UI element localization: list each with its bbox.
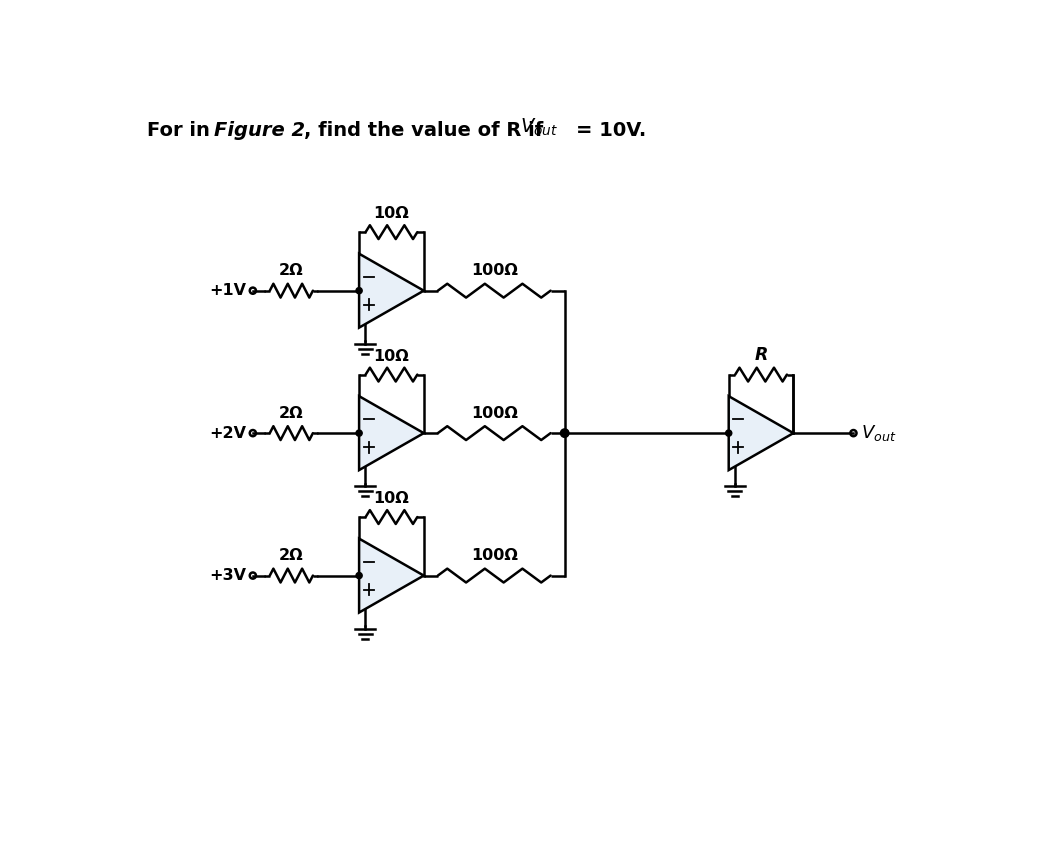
Text: 10Ω: 10Ω <box>374 491 409 507</box>
Text: 100Ω: 100Ω <box>471 406 517 421</box>
Text: Figure 2: Figure 2 <box>215 121 306 140</box>
Circle shape <box>356 430 362 436</box>
Text: 10Ω: 10Ω <box>374 349 409 364</box>
Polygon shape <box>359 396 424 470</box>
Text: $\mathit{V}_{out}$: $\mathit{V}_{out}$ <box>861 423 896 443</box>
Polygon shape <box>359 254 424 328</box>
Text: 100Ω: 100Ω <box>471 548 517 564</box>
Text: For in: For in <box>148 121 217 140</box>
Circle shape <box>356 287 362 293</box>
Text: 2Ω: 2Ω <box>279 406 304 421</box>
Text: +3V: +3V <box>209 568 247 583</box>
Polygon shape <box>729 396 794 470</box>
Text: +2V: +2V <box>209 425 247 441</box>
Circle shape <box>356 572 362 579</box>
Text: 2Ω: 2Ω <box>279 548 304 564</box>
Text: , find the value of R if: , find the value of R if <box>305 121 551 140</box>
Text: = 10V.: = 10V. <box>576 121 646 140</box>
Text: 100Ω: 100Ω <box>471 263 517 279</box>
Text: 10Ω: 10Ω <box>374 206 409 222</box>
Text: 2Ω: 2Ω <box>279 263 304 279</box>
Text: +1V: +1V <box>209 283 247 299</box>
Circle shape <box>560 429 569 438</box>
Text: R: R <box>754 346 767 364</box>
Text: $\mathit{V}_{\mathit{out}}$: $\mathit{V}_{\mathit{out}}$ <box>520 117 558 138</box>
Circle shape <box>726 430 732 436</box>
Polygon shape <box>359 539 424 613</box>
